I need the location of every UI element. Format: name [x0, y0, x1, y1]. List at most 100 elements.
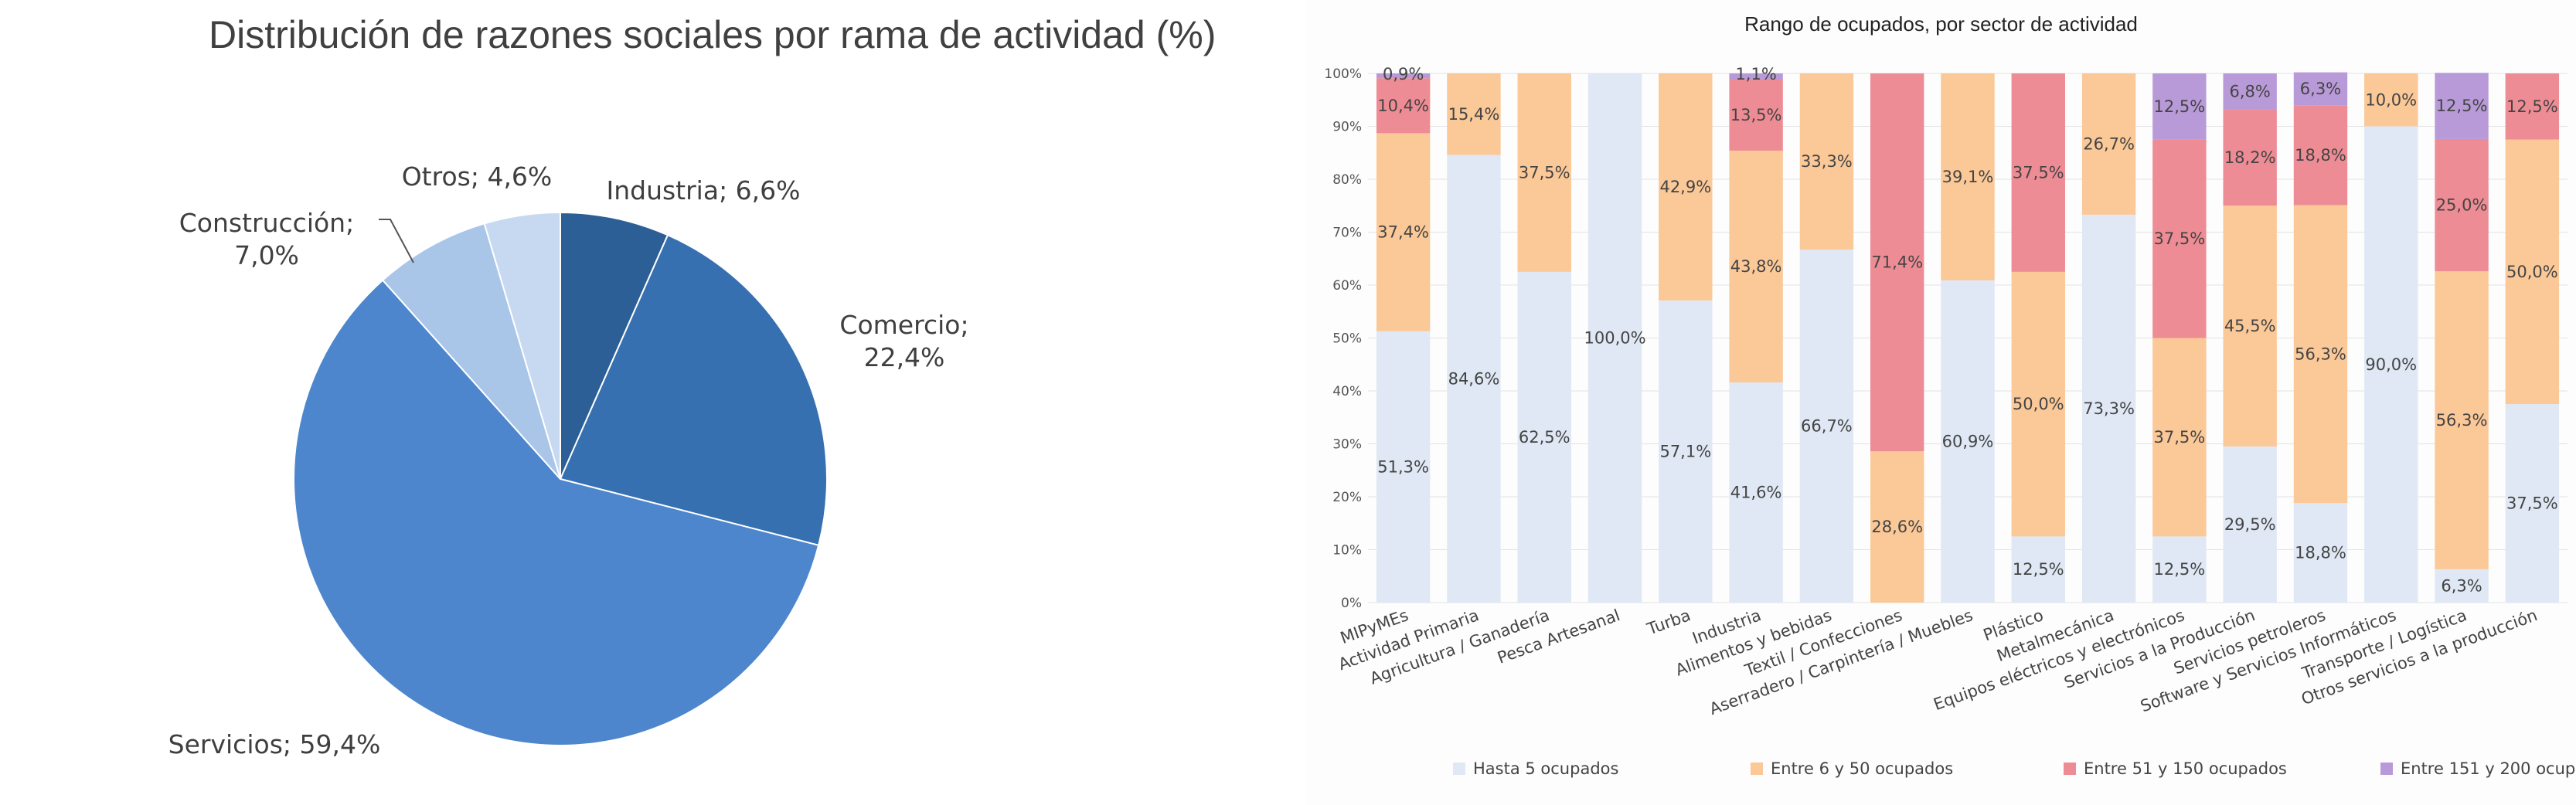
legend-swatch [2380, 763, 2393, 775]
bar-segment [2011, 536, 2065, 603]
bar-segment [2152, 338, 2207, 537]
data-label: 13,5% [1730, 106, 1782, 124]
y-tick-label: 10% [1332, 543, 1362, 559]
y-tick-label: 50% [1332, 331, 1362, 347]
bar-segment [2505, 139, 2560, 405]
data-label: 12,5% [2154, 97, 2206, 116]
bar-segment [1729, 382, 1783, 603]
bar-segment [1376, 331, 1431, 603]
data-label: 28,6% [1871, 518, 1923, 536]
y-tick-label: 100% [1324, 66, 1362, 82]
data-label: 37,5% [2013, 163, 2064, 182]
data-label: 10,0% [2365, 90, 2417, 109]
bar-segment [1799, 73, 1854, 250]
bar-segment [1729, 151, 1783, 383]
data-label: 25,0% [2436, 196, 2488, 215]
bar-segment [2081, 73, 2136, 215]
pie-chart-panel: Distribución de razones sociales por ram… [168, 13, 1217, 759]
data-label: 60,9% [1942, 432, 1994, 450]
bar-segment [1870, 451, 1924, 603]
data-label: 37,5% [1519, 163, 1570, 182]
bar-segment [2011, 271, 2065, 537]
data-label: 18,8% [2295, 146, 2346, 165]
data-label: 33,3% [1801, 152, 1853, 171]
bar-segment [2223, 109, 2277, 206]
y-tick-label: 80% [1332, 172, 1362, 188]
bar-segment [2152, 139, 2207, 338]
bar-segment [1447, 155, 1501, 603]
bar-segment [2223, 446, 2277, 603]
bar-segment [1941, 73, 1995, 280]
legend-swatch [2064, 763, 2076, 775]
data-label: 10,4% [1377, 97, 1429, 115]
pie-chart: Industria; 6,6% Comercio; 22,4% Servicios; … [168, 161, 969, 759]
y-tick-label: 40% [1332, 384, 1362, 399]
data-label: 12,5% [2154, 560, 2206, 579]
bar-segment [1729, 79, 1783, 151]
y-tick-label: 20% [1332, 490, 1362, 505]
bar-segment [2152, 73, 2207, 140]
data-label: 56,3% [2295, 345, 2346, 363]
data-label: 56,3% [2436, 411, 2488, 430]
bar-segment [2435, 569, 2489, 603]
data-label: 1,1% [1735, 65, 1776, 83]
bar-segment [2293, 503, 2348, 603]
data-label: 37,5% [2154, 229, 2206, 248]
data-label: 6,3% [2300, 80, 2341, 98]
data-label: 6,8% [2230, 82, 2271, 100]
data-label: 50,0% [2013, 395, 2064, 413]
y-tick-label: 90% [1332, 120, 1362, 135]
data-label: 18,2% [2224, 148, 2276, 167]
bar-segment [2293, 205, 2348, 504]
data-label: 12,5% [2436, 97, 2488, 115]
legend-label: Entre 6 y 50 ocupados [1771, 759, 1953, 778]
data-label: 12,5% [2506, 97, 2558, 116]
bar-segment [2223, 73, 2277, 110]
data-label: 15,4% [1448, 105, 1500, 124]
y-tick-label: 0% [1341, 596, 1362, 611]
y-tick-label: 70% [1332, 226, 1362, 241]
data-label: 51,3% [1377, 457, 1429, 476]
pie-leader-line [379, 219, 414, 263]
pie-label-construcción: Construcción; 7,0% [179, 208, 354, 270]
bar-segment [1659, 300, 1713, 603]
data-label: 39,1% [1942, 168, 1994, 186]
bar-segment [2364, 73, 2418, 127]
pie-chart-title: Distribución de razones sociales por ram… [209, 13, 1217, 56]
pie-slice-comercio [559, 233, 828, 547]
legend-label: Entre 51 y 150 ocupados [2084, 759, 2287, 778]
pie-label-industria: Industria; 6,6% [606, 175, 800, 205]
data-label: 43,8% [1730, 257, 1782, 276]
data-label: 84,6% [1448, 369, 1500, 388]
bar-segment [2505, 73, 2560, 140]
legend-label: Entre 151 y 200 ocupados [2401, 759, 2576, 778]
legend-label: Hasta 5 ocupados [1473, 759, 1618, 778]
bar-segment [2435, 73, 2489, 139]
bar-segment [1870, 73, 1924, 452]
bar-segment [2505, 404, 2560, 603]
stacked-bar-chart: 0% 10% 20% 30% 40% 50% 60% 70% 80% 90% 100% 51,3% 37… [1324, 65, 2576, 778]
bar-chart-panel: Rango de ocupados, por sector de activid… [1306, 0, 2576, 805]
y-tick-label: 30% [1332, 437, 1362, 453]
bar-segment [1376, 73, 1431, 79]
legend-swatch [1453, 763, 1465, 775]
data-label: 90,0% [2365, 355, 2417, 374]
data-label: 73,3% [2083, 399, 2135, 418]
bar-segment [2293, 105, 2348, 205]
data-label: 62,5% [1519, 428, 1570, 447]
data-label: 41,6% [1730, 484, 1782, 502]
data-label: 0,9% [1383, 65, 1424, 83]
data-label: 37,5% [2154, 428, 2206, 447]
pie-slice-construcción [381, 222, 561, 480]
bar-segment [2435, 271, 2489, 569]
bar-segment [1517, 73, 1571, 272]
bar-segment [2081, 214, 2136, 603]
y-tick-label: 60% [1332, 278, 1362, 294]
bar-segment [1659, 73, 1713, 301]
data-label: 50,0% [2506, 263, 2558, 281]
bar-segment [1376, 133, 1431, 331]
pie-label-comercio: Comercio; 22,4% [839, 310, 968, 372]
data-label: 45,5% [2224, 317, 2276, 335]
bar-segment [1517, 271, 1571, 603]
data-label: 66,7% [1801, 417, 1853, 436]
